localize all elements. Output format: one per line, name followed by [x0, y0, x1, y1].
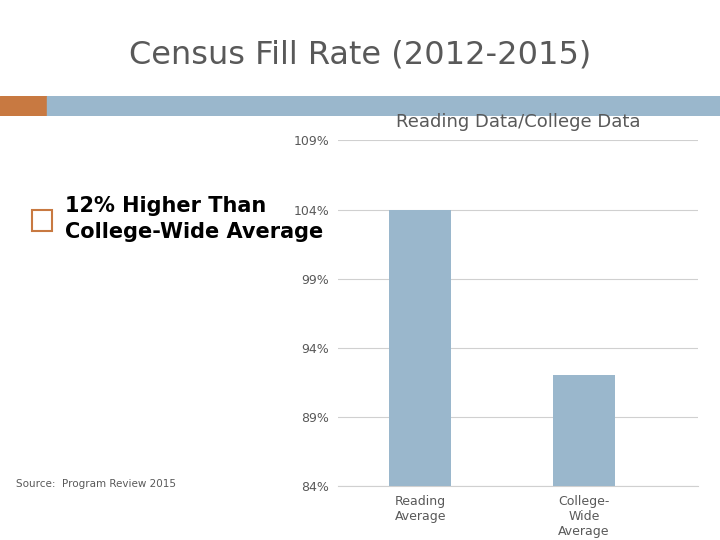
Text: Census Fill Rate (2012-2015): Census Fill Rate (2012-2015) — [129, 40, 591, 71]
Title: Reading Data/College Data: Reading Data/College Data — [396, 112, 641, 131]
Text: 12% Higher Than
College-Wide Average: 12% Higher Than College-Wide Average — [65, 196, 323, 242]
Bar — [389, 210, 451, 540]
Bar — [0, 96, 47, 116]
Bar — [553, 375, 615, 540]
Text: Source:  Program Review 2015: Source: Program Review 2015 — [16, 479, 176, 489]
Bar — [32, 211, 53, 231]
